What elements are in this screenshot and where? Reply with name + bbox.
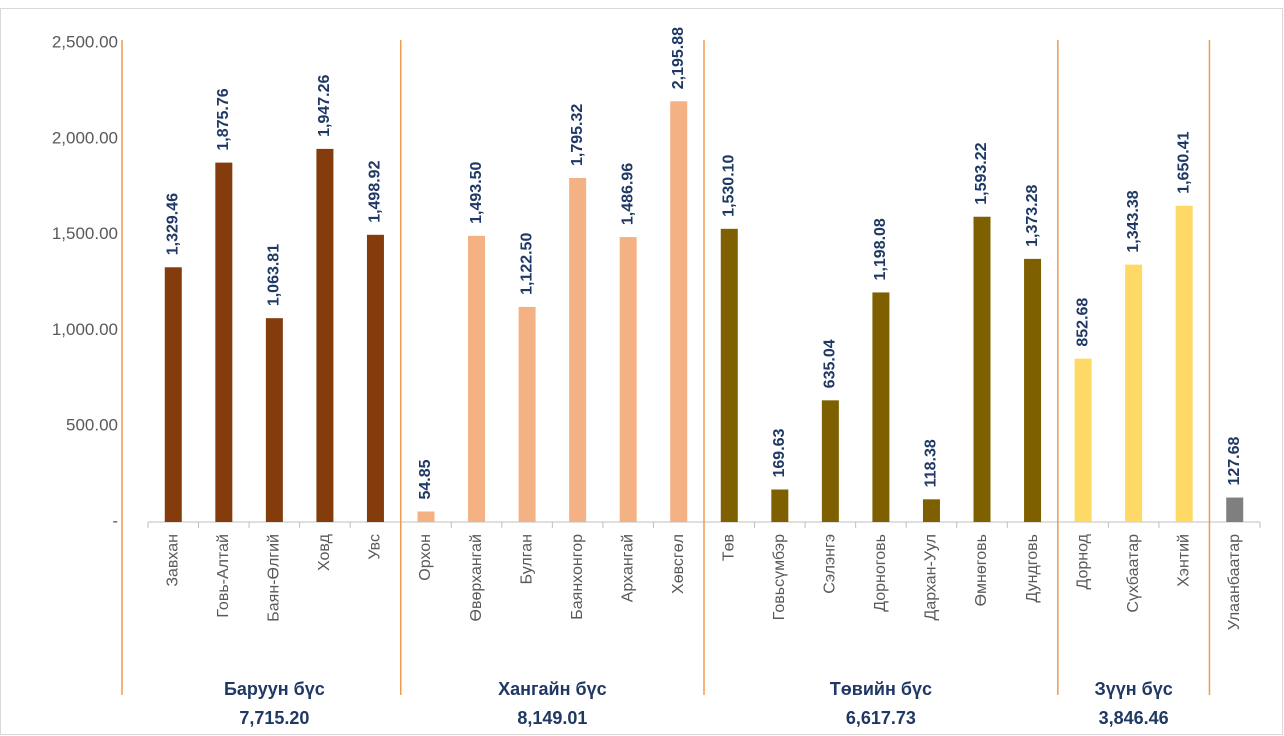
group-total: 3,846.46: [1099, 708, 1169, 728]
y-tick-label: -: [112, 511, 118, 530]
group-label: Баруун бүс: [224, 679, 325, 699]
group-label: Төвийн бүс: [830, 679, 932, 699]
data-label: 1,795.32: [569, 104, 586, 166]
bar: [1024, 258, 1042, 522]
y-tick-label: 1,000.00: [52, 320, 118, 339]
x-tick-label: Сүхбаатар: [1125, 534, 1142, 613]
bar: [1175, 205, 1193, 523]
y-tick-label: 1,500.00: [52, 224, 118, 243]
data-label: 1,329.46: [164, 193, 181, 255]
data-label: 54.85: [417, 459, 434, 499]
chart-border: [0, 8, 1283, 735]
x-tick-label: Өвөрхангай: [468, 534, 485, 621]
data-label: 1,063.81: [266, 244, 283, 306]
data-label: 1,198.08: [872, 218, 889, 280]
bar: [720, 228, 738, 523]
bar: [670, 101, 688, 522]
x-tick-label: Баянхонгор: [569, 534, 586, 620]
group-label: Хангайн бүс: [498, 679, 606, 699]
x-tick-label: Хөвсгөл: [670, 534, 687, 594]
group-label: Зүүн бүс: [1094, 679, 1172, 699]
bar: [973, 216, 991, 522]
bar: [417, 511, 435, 522]
data-label: 1,947.26: [316, 75, 333, 137]
bar: [265, 318, 283, 522]
data-label: 1,650.41: [1175, 131, 1192, 193]
x-tick-label: Дундговь: [1024, 534, 1041, 603]
bar: [569, 178, 587, 522]
bar: [771, 489, 789, 522]
x-tick-label: Увс: [367, 534, 384, 560]
x-tick-label: Завхан: [164, 534, 181, 587]
bar: [1074, 358, 1092, 522]
y-tick-label: 2,000.00: [52, 128, 118, 147]
bar: [821, 400, 839, 522]
bar: [366, 234, 384, 522]
bar: [316, 148, 334, 523]
data-label: 1,530.10: [720, 154, 737, 216]
x-tick-label: Төв: [720, 534, 737, 561]
data-label: 127.68: [1226, 436, 1243, 485]
data-label: 1,593.22: [973, 142, 990, 204]
data-label: 1,498.92: [367, 160, 384, 222]
data-label: 118.38: [923, 439, 940, 487]
group-total: 6,617.73: [846, 708, 916, 728]
bar: [164, 267, 182, 522]
data-label: 1,493.50: [468, 161, 485, 223]
data-label: 1,486.96: [619, 163, 636, 225]
y-tick-label: 500.00: [66, 416, 118, 435]
data-label: 2,195.88: [670, 27, 687, 89]
data-label: 1,343.38: [1125, 190, 1142, 252]
bar: [215, 162, 233, 523]
x-tick-label: Орхон: [417, 534, 434, 581]
data-label: 1,122.50: [518, 233, 535, 295]
x-tick-label: Говьсүмбэр: [771, 534, 788, 620]
data-label: 635.04: [822, 339, 839, 388]
x-tick-label: Дархан-Уул: [923, 534, 940, 620]
bar: [922, 499, 940, 522]
data-label: 169.63: [771, 428, 788, 477]
data-label: 1,373.28: [1024, 184, 1041, 246]
x-tick-label: Ховд: [316, 533, 333, 571]
bar: [619, 237, 637, 523]
x-tick-label: Дорнод: [1074, 533, 1091, 589]
group-total: 8,149.01: [517, 708, 587, 728]
x-tick-label: Хэнтий: [1175, 534, 1192, 587]
bar: [872, 292, 890, 522]
bar: [468, 235, 486, 522]
x-tick-label: Булган: [518, 534, 535, 584]
x-tick-label: Говь-Алтай: [215, 534, 232, 618]
x-tick-label: Баян-Өлгий: [266, 534, 283, 622]
x-tick-label: Өмнөговь: [973, 534, 990, 606]
bar: [518, 306, 536, 522]
x-tick-label: Улаанбаатар: [1226, 534, 1243, 630]
y-tick-label: 2,500.00: [52, 32, 118, 51]
group-total: 7,715.20: [239, 708, 309, 728]
data-label: 1,875.76: [215, 88, 232, 150]
bar: [1226, 497, 1244, 522]
x-tick-label: Сэлэнгэ: [822, 534, 839, 594]
bar: [1125, 264, 1143, 522]
x-tick-label: Дорноговь: [872, 534, 889, 612]
data-label: 852.68: [1074, 298, 1091, 347]
x-tick-label: Архангай: [619, 534, 636, 602]
